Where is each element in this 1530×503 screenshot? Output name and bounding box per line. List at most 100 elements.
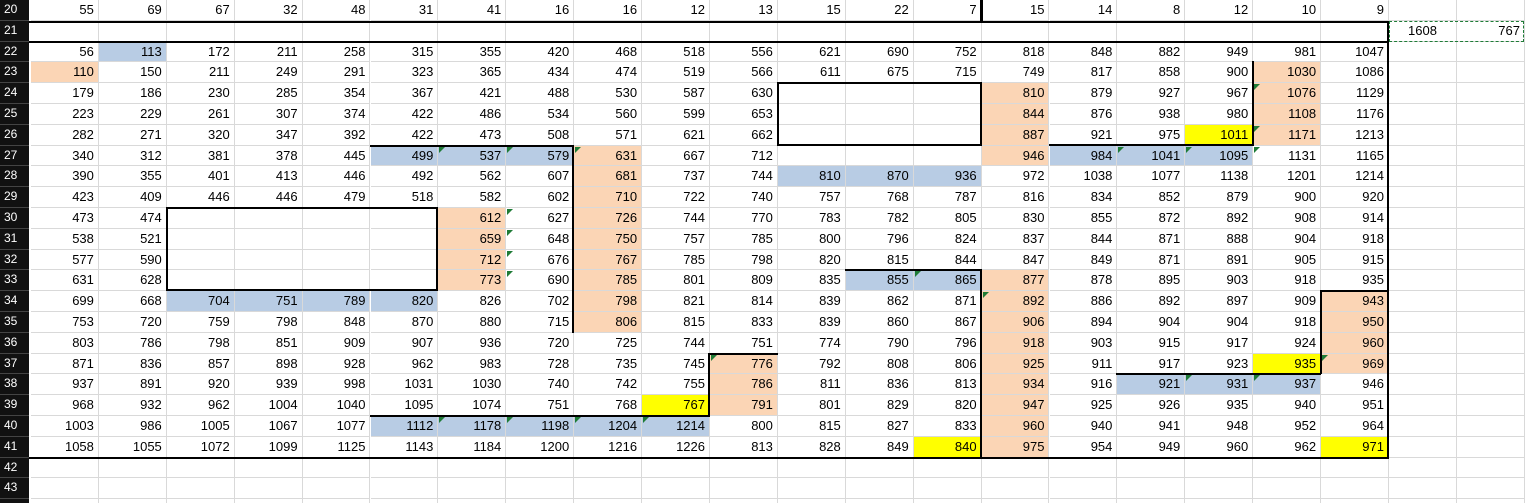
grid-cell[interactable]: 811 — [777, 374, 846, 396]
grid-cell[interactable] — [574, 20, 643, 42]
grid-cell[interactable]: 836 — [845, 374, 914, 396]
grid-cell[interactable]: 803 — [31, 332, 99, 354]
grid-cell[interactable]: 783 — [777, 208, 846, 229]
grid-cell[interactable]: 445 — [302, 145, 371, 167]
grid-cell[interactable]: 378 — [234, 145, 303, 167]
grid-cell[interactable]: 261 — [166, 104, 235, 125]
grid-cell[interactable] — [1457, 187, 1525, 208]
grid-cell[interactable]: 937 — [1253, 374, 1322, 396]
grid-cell[interactable]: 960 — [1321, 332, 1389, 354]
grid-cell[interactable]: 1213 — [1321, 124, 1389, 146]
row-header[interactable]: 34 — [0, 291, 29, 312]
grid-cell[interactable]: 925 — [981, 353, 1050, 375]
grid-cell[interactable] — [1185, 499, 1254, 503]
grid-cell[interactable]: 56 — [31, 41, 99, 63]
grid-cell[interactable]: 409 — [98, 187, 167, 208]
grid-cell[interactable] — [302, 457, 371, 479]
row-header[interactable]: 39 — [0, 395, 29, 416]
grid-cell[interactable]: 740 — [506, 374, 575, 396]
grid-cell[interactable]: 571 — [574, 124, 643, 146]
grid-cell[interactable]: 798 — [166, 332, 235, 354]
grid-cell[interactable] — [438, 20, 507, 42]
grid-cell[interactable] — [98, 478, 167, 500]
grid-cell[interactable] — [1457, 374, 1525, 396]
grid-cell[interactable]: 785 — [642, 249, 710, 271]
grid-cell[interactable] — [234, 208, 303, 229]
grid-cell[interactable] — [846, 499, 914, 503]
grid-cell[interactable] — [1389, 332, 1457, 354]
grid-cell[interactable]: 676 — [506, 249, 575, 271]
grid-cell[interactable]: 865 — [913, 270, 982, 292]
grid-cell[interactable]: 898 — [234, 353, 303, 375]
grid-cell[interactable]: 12 — [642, 0, 710, 21]
grid-cell[interactable]: 621 — [642, 124, 710, 146]
grid-cell[interactable] — [777, 83, 846, 104]
grid-cell[interactable] — [1321, 478, 1389, 500]
grid-cell[interactable]: 782 — [845, 208, 914, 229]
grid-cell[interactable]: 849 — [1049, 249, 1118, 271]
grid-cell[interactable]: 1184 — [438, 436, 507, 458]
grid-cell[interactable] — [370, 270, 439, 292]
grid-cell[interactable]: 813 — [710, 436, 778, 458]
grid-cell[interactable]: 927 — [1117, 83, 1186, 104]
grid-cell[interactable]: 1214 — [642, 416, 710, 437]
grid-cell[interactable]: 423 — [31, 187, 99, 208]
grid-cell[interactable] — [506, 457, 575, 479]
grid-cell[interactable]: 809 — [710, 270, 778, 292]
grid-cell[interactable]: 848 — [1049, 41, 1118, 63]
grid-cell[interactable]: 967 — [1185, 83, 1254, 104]
grid-cell[interactable] — [98, 20, 167, 42]
grid-cell[interactable]: 392 — [302, 124, 371, 146]
grid-cell[interactable] — [642, 457, 710, 479]
grid-cell[interactable]: 975 — [1117, 124, 1186, 146]
grid-cell[interactable] — [234, 228, 303, 250]
grid-cell[interactable] — [1253, 457, 1322, 479]
grid-cell[interactable] — [1321, 20, 1389, 42]
grid-cell[interactable]: 621 — [777, 41, 846, 63]
grid-cell[interactable]: 917 — [1117, 353, 1186, 375]
grid-cell[interactable]: 521 — [98, 228, 167, 250]
grid-cell[interactable]: 891 — [1185, 249, 1254, 271]
grid-cell[interactable]: 434 — [506, 62, 575, 84]
grid-cell[interactable]: 518 — [642, 41, 710, 63]
grid-cell[interactable]: 909 — [302, 332, 371, 354]
grid-cell[interactable]: 374 — [302, 104, 371, 125]
grid-cell[interactable] — [1185, 20, 1254, 42]
grid-cell[interactable]: 474 — [98, 208, 167, 229]
grid-cell[interactable]: 975 — [981, 436, 1050, 458]
grid-cell[interactable] — [1049, 20, 1118, 42]
grid-cell[interactable]: 230 — [166, 83, 235, 104]
grid-cell[interactable]: 355 — [438, 41, 507, 63]
grid-cell[interactable] — [1253, 20, 1322, 42]
grid-cell[interactable] — [845, 478, 914, 500]
grid-cell[interactable] — [506, 20, 575, 42]
grid-cell[interactable]: 946 — [1321, 374, 1389, 396]
row-header[interactable]: 25 — [0, 104, 29, 125]
grid-cell[interactable]: 715 — [506, 312, 575, 333]
grid-cell[interactable] — [31, 20, 99, 42]
grid-cell[interactable]: 981 — [1253, 41, 1322, 63]
grid-cell[interactable]: 920 — [1321, 187, 1389, 208]
grid-cell[interactable]: 752 — [913, 41, 982, 63]
grid-cell[interactable]: 830 — [981, 208, 1050, 229]
grid-cell[interactable]: 413 — [234, 166, 303, 188]
grid-cell[interactable]: 904 — [1253, 228, 1322, 250]
grid-cell[interactable]: 903 — [1185, 270, 1254, 292]
grid-cell[interactable]: 499 — [370, 145, 439, 167]
grid-cell[interactable]: 820 — [913, 395, 982, 416]
grid-cell[interactable]: 938 — [1117, 104, 1186, 125]
grid-cell[interactable]: 1214 — [1321, 166, 1389, 188]
grid-cell[interactable]: 725 — [574, 332, 643, 354]
grid-cell[interactable]: 422 — [370, 104, 439, 125]
grid-cell[interactable]: 474 — [574, 62, 643, 84]
grid-cell[interactable]: 530 — [574, 83, 643, 104]
grid-cell[interactable]: 814 — [710, 291, 778, 312]
grid-cell[interactable]: 1030 — [1253, 62, 1322, 84]
grid-cell[interactable] — [1117, 478, 1186, 500]
grid-cell[interactable]: 835 — [777, 270, 846, 292]
grid-cell[interactable]: 211 — [166, 62, 235, 84]
grid-cell[interactable]: 355 — [98, 166, 167, 188]
grid-cell[interactable]: 7 — [913, 0, 982, 21]
grid-cell[interactable] — [1389, 62, 1457, 84]
grid-cell[interactable]: 662 — [710, 124, 778, 146]
